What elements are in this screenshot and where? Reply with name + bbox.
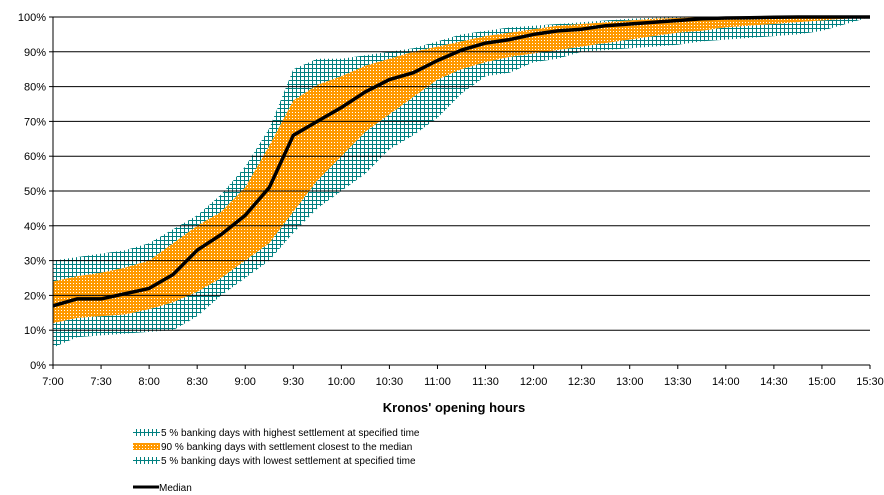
x-axis-title: Kronos' opening hours [383, 400, 525, 415]
y-tick-label: 80% [24, 82, 46, 94]
legend-label-low: 5 % banking days with lowest settlement … [161, 456, 416, 467]
bands [53, 17, 870, 348]
x-tick-label: 13:00 [616, 376, 644, 388]
y-tick-label: 10% [24, 325, 46, 337]
y-tick-label: 20% [24, 290, 46, 302]
x-tick-label: 12:30 [568, 376, 596, 388]
x-tick-label: 9:00 [235, 376, 256, 388]
x-tick-label: 11:30 [472, 376, 499, 388]
x-tick-label: 7:00 [42, 376, 63, 388]
band-highest-5pct [53, 17, 870, 282]
legend-swatch-middle [133, 443, 160, 450]
x-tick-label: 10:30 [376, 376, 404, 388]
x-tick-label: 15:00 [808, 376, 836, 388]
y-tick-label: 100% [18, 12, 46, 24]
legend-label-middle: 90 % banking days with settlement closes… [161, 442, 412, 453]
y-tick-label: 70% [24, 116, 46, 128]
x-tick-label: 9:30 [283, 376, 304, 388]
y-tick-label: 30% [24, 256, 46, 268]
x-tick-labels: 7:00 7:30 8:00 8:30 9:00 9:30 10:00 10:30 11:00 1… [42, 376, 883, 388]
x-tick-label: 11:00 [424, 376, 451, 388]
legend-item-median: Median [133, 483, 192, 494]
x-tick-label: 15:30 [856, 376, 884, 388]
x-tick-label: 12:00 [520, 376, 548, 388]
y-tick-label: 60% [24, 151, 46, 163]
y-tick-labels: 0% 10% 20% 30% 40% 50% 60% 70% 80% 90% 100% [18, 12, 46, 372]
legend-label-high: 5 % banking days with highest settlement… [161, 428, 420, 439]
median-layer [52, 15, 870, 308]
x-tick-label: 7:30 [90, 376, 111, 388]
legend-item-low: 5 % banking days with lowest settlement … [133, 456, 416, 467]
y-tick-label: 50% [24, 186, 46, 198]
x-tick-label: 14:30 [760, 376, 788, 388]
legend-item-high: 5 % banking days with highest settlement… [133, 428, 420, 439]
x-tick-label: 8:00 [138, 376, 159, 388]
legend-swatch-high [133, 429, 160, 436]
x-tick-label: 10:00 [328, 376, 356, 388]
y-tick-label: 0% [30, 360, 46, 372]
x-tick-label: 14:00 [712, 376, 740, 388]
legend-item-middle: 90 % banking days with settlement closes… [133, 442, 412, 453]
legend: 5 % banking days with highest settlement… [133, 428, 420, 494]
axes [49, 16, 871, 369]
y-tick-label: 90% [24, 47, 46, 59]
median-line [52, 15, 870, 308]
legend-label-median: Median [159, 483, 192, 494]
x-tick-label: 13:30 [664, 376, 692, 388]
band-middle-90pct [53, 17, 870, 324]
band-lowest-5pct [53, 17, 870, 348]
legend-swatch-low [133, 457, 160, 464]
y-tick-label: 40% [24, 221, 46, 233]
x-tick-label: 8:30 [186, 376, 207, 388]
